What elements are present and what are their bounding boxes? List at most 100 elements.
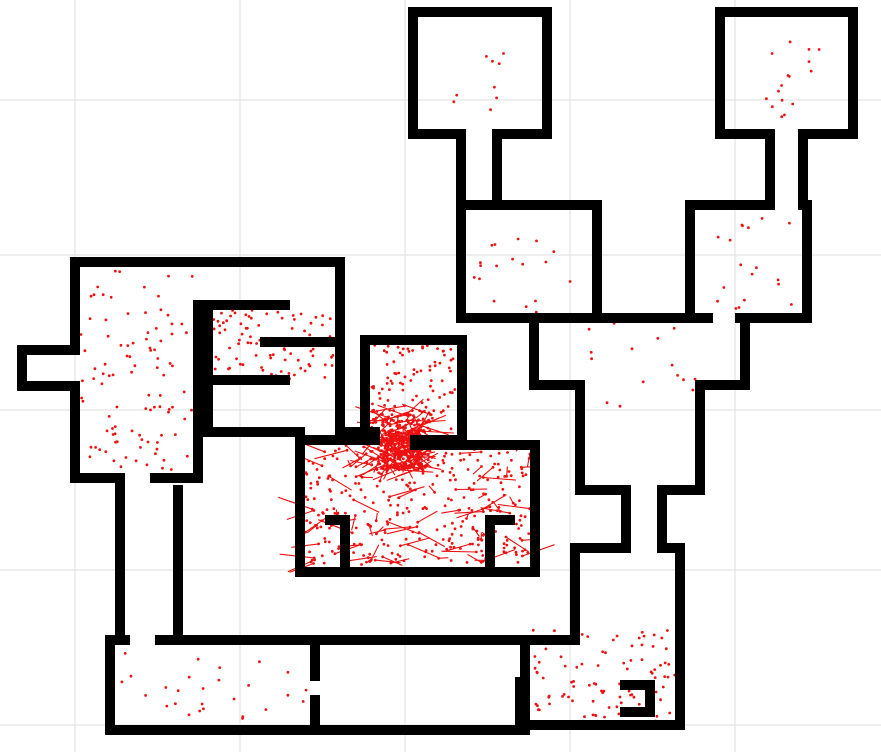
trace-point bbox=[506, 451, 509, 454]
trace-point bbox=[167, 410, 170, 414]
trace-point bbox=[200, 702, 204, 706]
trace-point bbox=[448, 537, 452, 541]
trace-point bbox=[390, 413, 394, 417]
trace-point bbox=[145, 463, 149, 467]
trace-point bbox=[617, 712, 621, 716]
trace-point bbox=[144, 407, 148, 410]
trace-point bbox=[534, 310, 538, 314]
trace-point bbox=[174, 433, 177, 436]
trace-point bbox=[317, 476, 321, 480]
trace-point bbox=[476, 458, 480, 462]
trace-point bbox=[650, 671, 654, 675]
trace-point bbox=[156, 357, 160, 360]
trace-point bbox=[676, 374, 679, 377]
trace-point bbox=[291, 314, 295, 317]
trace-point bbox=[453, 527, 457, 531]
trace-point bbox=[389, 379, 393, 383]
trace-point bbox=[198, 709, 202, 713]
trace-point bbox=[412, 465, 415, 469]
trace-point bbox=[428, 368, 432, 372]
trace-point bbox=[478, 277, 481, 281]
trace-point bbox=[492, 299, 496, 303]
trace-point bbox=[104, 318, 108, 322]
trace-point bbox=[190, 408, 193, 412]
trace-point bbox=[743, 298, 746, 302]
trace-point bbox=[413, 462, 417, 466]
trace-point bbox=[393, 459, 397, 463]
trace-point bbox=[303, 369, 307, 373]
trace-point bbox=[482, 492, 485, 496]
trace-point bbox=[81, 379, 84, 383]
trace-point bbox=[412, 368, 416, 371]
trace-point bbox=[383, 447, 387, 450]
trace-point bbox=[237, 342, 241, 346]
trace-point bbox=[228, 366, 232, 370]
trace-point bbox=[92, 377, 96, 380]
trace-point bbox=[672, 326, 676, 330]
trace-point bbox=[637, 702, 641, 706]
trace-point bbox=[88, 317, 92, 320]
trace-point bbox=[88, 455, 92, 459]
trace-segment bbox=[428, 485, 436, 493]
trace-segment bbox=[497, 503, 530, 510]
trace-point bbox=[133, 364, 137, 368]
trace-point bbox=[382, 418, 386, 422]
trace-point bbox=[323, 457, 327, 461]
trace-point bbox=[397, 430, 400, 434]
trace-point bbox=[392, 360, 396, 364]
trace-point bbox=[438, 361, 442, 365]
trace-point bbox=[452, 100, 456, 104]
trace-point bbox=[131, 341, 135, 345]
trace-point bbox=[446, 405, 450, 408]
trace-point bbox=[587, 327, 591, 331]
trace-point bbox=[490, 243, 494, 247]
trace-point bbox=[340, 491, 344, 495]
trace-point bbox=[331, 354, 335, 357]
trace-point bbox=[397, 456, 401, 460]
trace-point bbox=[716, 235, 720, 239]
trace-point bbox=[327, 540, 331, 544]
trace-point bbox=[379, 472, 383, 476]
trace-point bbox=[164, 686, 168, 689]
trace-point bbox=[348, 494, 352, 498]
trace-point bbox=[641, 380, 645, 384]
trace-point bbox=[659, 663, 662, 667]
trace-segment bbox=[306, 524, 317, 534]
trace-point bbox=[221, 321, 225, 325]
trace-point bbox=[607, 706, 611, 709]
trace-point bbox=[332, 507, 336, 510]
trace-point bbox=[586, 635, 590, 638]
trace-point bbox=[656, 336, 660, 340]
trace-point bbox=[225, 319, 229, 323]
trace-point bbox=[516, 560, 520, 564]
trace-point bbox=[396, 442, 400, 445]
trace-point bbox=[96, 285, 100, 289]
trace-point bbox=[120, 680, 124, 684]
trace-point bbox=[519, 524, 523, 527]
trace-point bbox=[308, 521, 312, 525]
trace-point bbox=[524, 473, 528, 476]
trace-point bbox=[807, 48, 811, 51]
trace-point bbox=[603, 715, 606, 719]
trace-point bbox=[320, 554, 324, 558]
trace-point bbox=[109, 295, 113, 299]
trace-point bbox=[544, 260, 548, 264]
trace-point bbox=[541, 676, 545, 680]
trace-point bbox=[244, 313, 248, 317]
trace-point bbox=[401, 457, 405, 461]
trace-point bbox=[589, 350, 593, 354]
trace-segment bbox=[400, 537, 431, 547]
trace-point bbox=[513, 503, 517, 507]
trace-point bbox=[107, 415, 111, 418]
trace-point bbox=[594, 682, 598, 686]
trace-segment bbox=[407, 544, 441, 559]
trace-point bbox=[308, 550, 311, 554]
trace-point bbox=[337, 447, 341, 451]
trace-point bbox=[377, 446, 380, 450]
trace-point bbox=[398, 555, 402, 558]
trace-point bbox=[642, 634, 646, 638]
trace-point bbox=[618, 404, 622, 408]
trace-point bbox=[270, 372, 273, 376]
trace-point bbox=[518, 537, 522, 540]
trace-point bbox=[180, 322, 184, 326]
